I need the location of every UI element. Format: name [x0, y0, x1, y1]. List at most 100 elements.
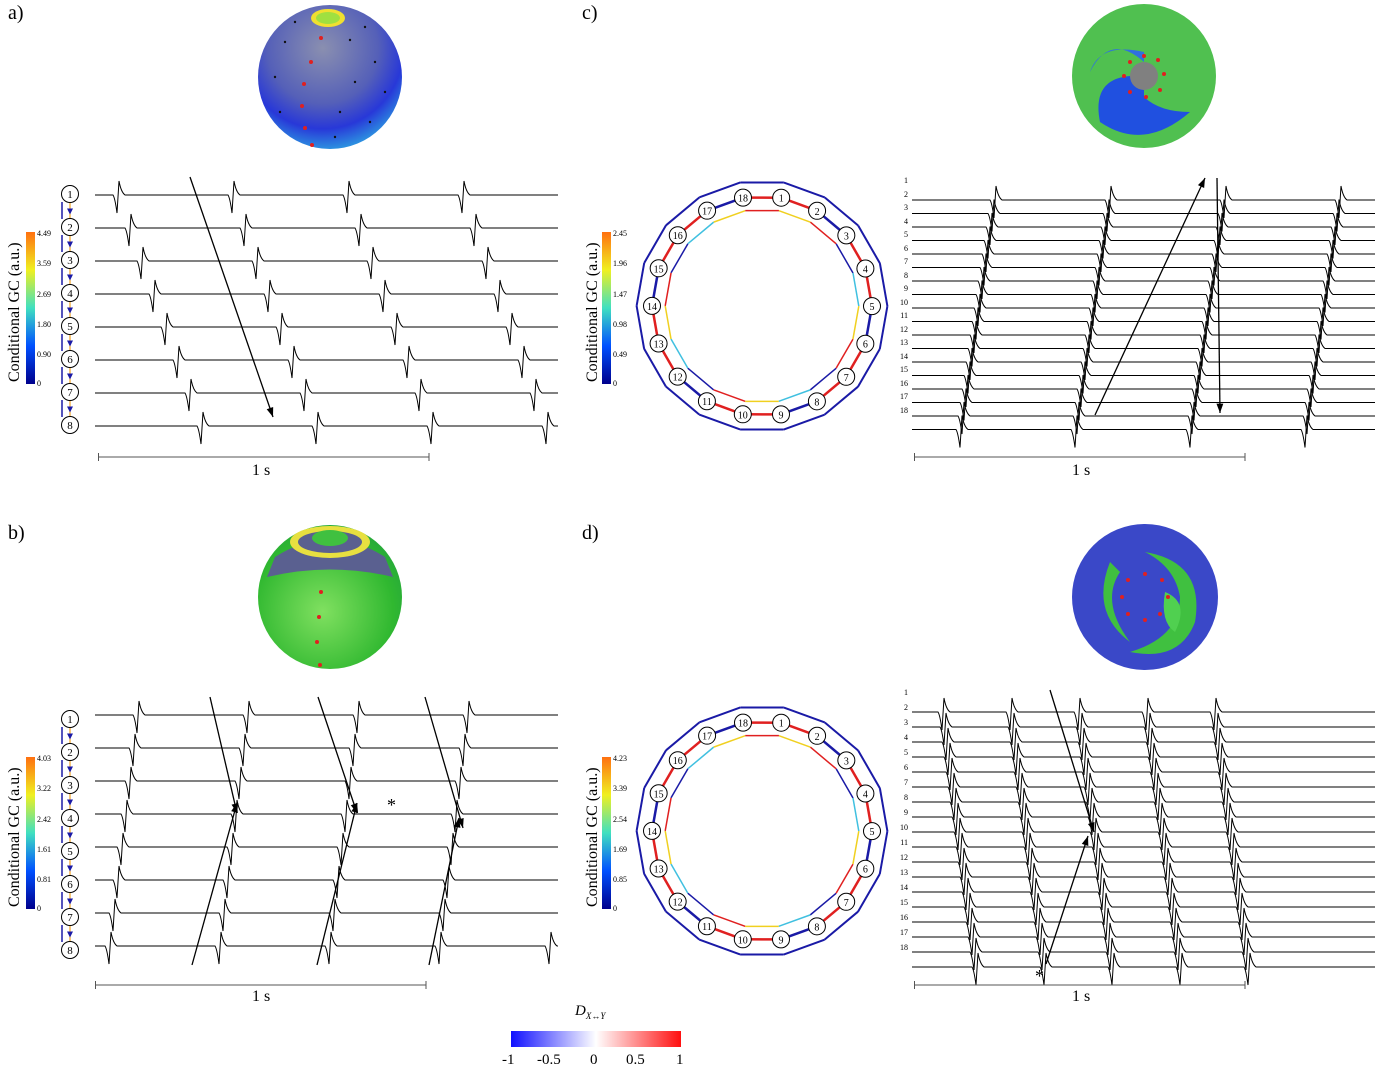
node-circle	[733, 930, 752, 949]
node-label: 15	[654, 789, 664, 800]
scale-label-b: 1 s	[252, 988, 271, 1005]
ring-inner-edge	[778, 734, 811, 748]
node-label: 14	[647, 827, 657, 838]
node-circle	[61, 251, 79, 269]
propagation-arrow	[316, 802, 358, 966]
node-label: 4	[67, 288, 73, 300]
ring-inner-edge	[778, 209, 811, 223]
trace-line	[912, 922, 1375, 956]
trace-line	[95, 180, 558, 214]
trace-row-label: 18	[900, 405, 908, 415]
node-circle	[807, 392, 826, 411]
ring-inner-edge	[687, 367, 715, 391]
node-circle	[856, 334, 875, 353]
trace-line	[912, 712, 1375, 746]
node-circle	[862, 822, 881, 841]
node-label: 13	[654, 340, 664, 351]
scale-label-d: 1 s	[1072, 988, 1091, 1005]
trace-line	[912, 892, 1375, 926]
ring-inner-edge	[835, 863, 854, 894]
sphere-c	[1072, 4, 1216, 148]
node-circle	[668, 226, 687, 245]
ring-outer-edge	[643, 348, 667, 388]
ring-inner-edge	[809, 892, 837, 916]
arrowhead	[1081, 836, 1089, 846]
trace-row-label: 11	[900, 838, 908, 847]
asterisk-d: *	[1035, 966, 1044, 986]
ring-outer-edge	[635, 830, 646, 874]
ring-outer-edge	[643, 873, 667, 913]
trace-row-label: 1	[904, 688, 908, 697]
ring-inner-edge	[835, 243, 854, 274]
ring-inner-edge	[852, 305, 860, 340]
ring-outer-edge	[665, 910, 700, 941]
ring-inner-edge	[778, 389, 811, 403]
ring-outer-edge	[698, 413, 741, 431]
trace-line	[95, 832, 558, 866]
ring-inner-edge	[670, 768, 689, 799]
trace-row-label: 5	[904, 748, 908, 757]
ring-outer-edge	[823, 910, 859, 941]
arrowhead	[67, 865, 73, 872]
node-label: 6	[863, 865, 868, 876]
node-label: 8	[814, 397, 819, 408]
ring-outer-edge	[878, 830, 889, 875]
ring-inner-edge	[809, 221, 837, 245]
node-label: 13	[654, 865, 664, 876]
ring-outer-edge	[823, 385, 859, 416]
ring-inner-edge	[809, 367, 837, 391]
trace-line	[912, 877, 1375, 911]
ring-inner-edge	[852, 830, 860, 865]
gc-axis-label-b: Conditional GC (a.u.)	[6, 767, 23, 907]
trace-row-label: 16	[900, 378, 908, 388]
node-label: 1	[67, 189, 73, 201]
node-label: 15	[654, 264, 664, 275]
node-circle	[643, 296, 662, 315]
node-circle	[61, 776, 79, 794]
node-label: 6	[67, 354, 73, 366]
trace-line	[95, 312, 558, 346]
node-label: 5	[67, 321, 73, 333]
trace-row-label: 12	[900, 324, 908, 334]
node-label: 18	[738, 194, 748, 205]
traces-a	[95, 176, 558, 445]
ring-outer-edge	[878, 788, 889, 832]
trace-line	[912, 727, 1375, 761]
node-circle	[772, 405, 791, 424]
sphere-a	[258, 5, 402, 149]
propagation-arrow	[1216, 177, 1221, 414]
arrowhead	[266, 407, 274, 417]
trace-row-label: 10	[900, 823, 908, 832]
node-label: 2	[67, 747, 73, 759]
node-label: 7	[844, 373, 849, 384]
trace-line	[95, 865, 558, 899]
scale-label-c: 1 s	[1072, 462, 1091, 479]
ring-inner-edge	[809, 746, 837, 770]
ring-outer-edge	[857, 749, 881, 789]
arrowhead	[67, 799, 73, 806]
node-label: 17	[702, 732, 712, 743]
arrowhead	[67, 733, 73, 740]
node-circle	[697, 917, 716, 936]
propagation-arrow	[1094, 177, 1206, 416]
node-label: 10	[738, 935, 748, 946]
bottom-colorbar	[511, 1031, 681, 1047]
node-circle	[649, 859, 668, 878]
trace-line	[912, 937, 1375, 971]
scale-label-a: 1 s	[252, 462, 271, 479]
node-circle	[668, 367, 687, 386]
ring-inner-edge	[778, 914, 811, 928]
colorbar-d	[602, 757, 611, 909]
trace-line	[912, 787, 1375, 821]
ring-outer-edge	[878, 305, 889, 350]
node-circle	[862, 297, 881, 316]
arrowhead	[1216, 403, 1224, 413]
trace-row-label: 9	[904, 808, 908, 817]
node-circle	[61, 317, 79, 335]
node-label: 11	[702, 397, 712, 408]
node-label: 2	[815, 207, 820, 218]
node-circle	[837, 367, 856, 386]
node-label: 5	[67, 846, 73, 858]
ring-inner-edge	[664, 305, 672, 340]
ring-outer-edge	[643, 749, 667, 789]
